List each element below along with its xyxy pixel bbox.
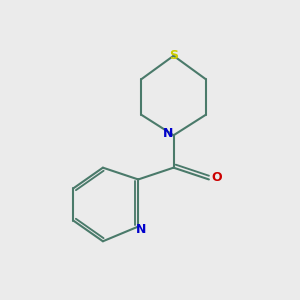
Text: S: S xyxy=(169,49,178,62)
Text: N: N xyxy=(163,127,173,140)
Text: N: N xyxy=(136,223,146,236)
Text: O: O xyxy=(211,172,222,184)
